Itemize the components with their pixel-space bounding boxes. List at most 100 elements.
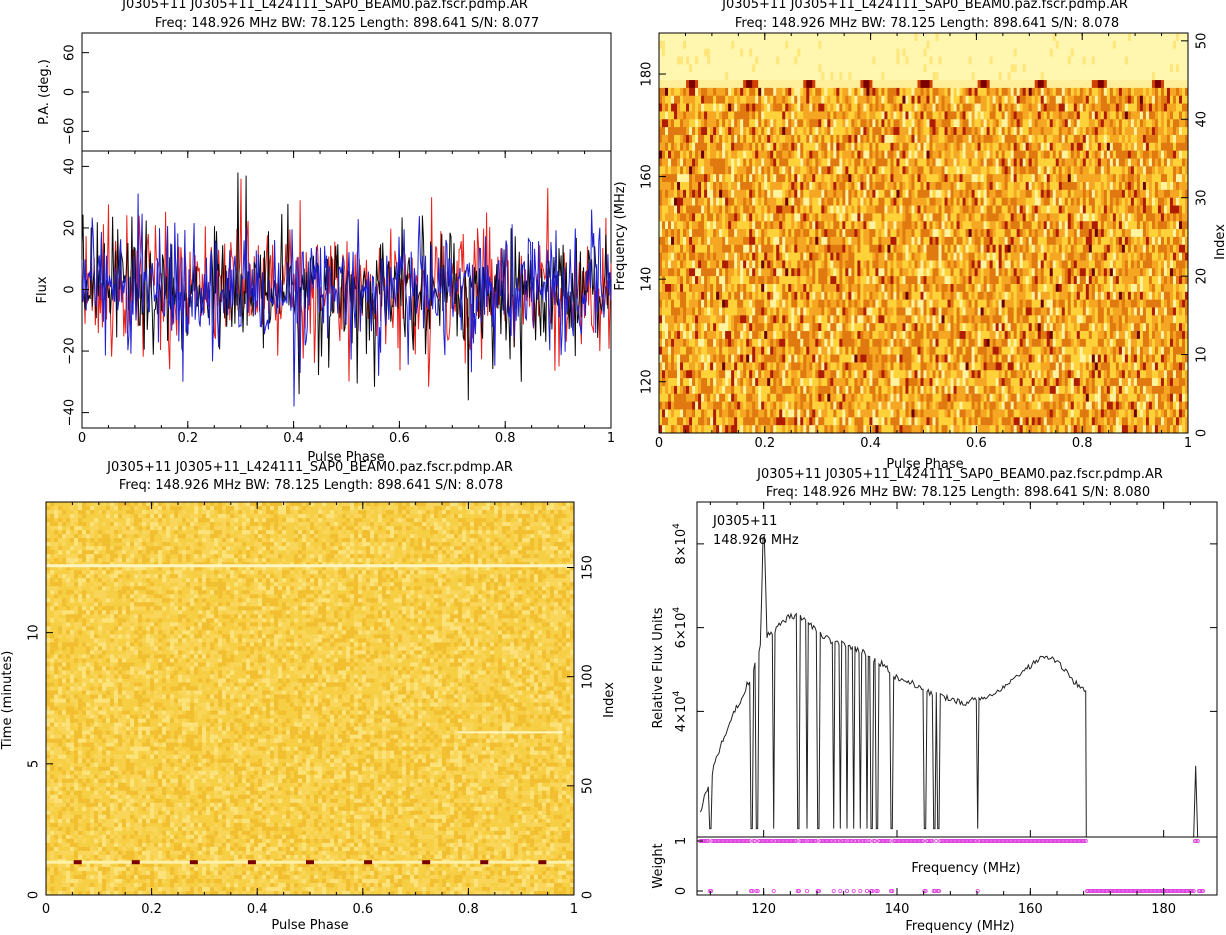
freq-heatmap-cell <box>1028 150 1033 159</box>
freq-heatmap-cell <box>1028 158 1033 167</box>
freq-heatmap-cell <box>1106 72 1111 81</box>
freq-heatmap-cell <box>902 40 906 50</box>
freq-heatmap-cell <box>806 189 810 199</box>
freq-heatmap-cell <box>692 150 696 159</box>
freq-heatmap-cell <box>935 72 939 81</box>
freq-heatmap-cell <box>839 111 843 120</box>
freq-heatmap-cell <box>1121 95 1126 104</box>
freq-heatmap-cell <box>980 244 985 254</box>
freq-heatmap-cell <box>1031 103 1036 112</box>
freq-heatmap-cell <box>1100 64 1105 73</box>
freq-heatmap-cell <box>986 48 991 57</box>
freq-heatmap-cell <box>1157 150 1162 159</box>
freq-heatmap-cell <box>812 95 816 104</box>
freq-heatmap-cell <box>770 244 774 254</box>
freq-heatmap-cell <box>935 127 939 136</box>
freq-heatmap-cell <box>1088 40 1093 50</box>
freq-heatmap-cell <box>1112 150 1117 159</box>
freq-heatmap-cell <box>1019 197 1024 206</box>
freq-heatmap-cell <box>764 127 768 136</box>
freq-heatmap-cell <box>821 56 825 65</box>
freq-heatmap-cell <box>806 158 810 167</box>
freq-heatmap-cell <box>1028 87 1033 97</box>
freq-heatmap-cell <box>752 166 756 175</box>
freq-heatmap-cell <box>689 56 693 65</box>
freq-heatmap-cell <box>704 56 708 65</box>
freq-heatmap-cell <box>1118 48 1123 57</box>
freq-heatmap-cell <box>947 236 951 246</box>
freq-heatmap-cell <box>1172 80 1177 89</box>
freq-heatmap-cell <box>755 33 759 42</box>
freq-heatmap-cell <box>743 158 747 167</box>
freq-heatmap-cell <box>1148 111 1153 120</box>
freq-heatmap-cell <box>665 205 669 214</box>
freq-heatmap-cell <box>788 56 792 65</box>
freq-heatmap-cell <box>887 87 891 97</box>
freq-heatmap-cell <box>1088 189 1093 199</box>
freq-heatmap-cell <box>1019 142 1024 152</box>
freq-heatmap-cell <box>1061 134 1066 144</box>
freq-heatmap-cell <box>899 174 903 183</box>
freq-heatmap-cell <box>1145 182 1150 191</box>
freq-heatmap-cell <box>917 119 921 128</box>
freq-heatmap-cell <box>956 111 960 120</box>
freq-heatmap-cell <box>941 229 945 238</box>
freq-heatmap-cell <box>1004 40 1009 50</box>
freq-heatmap-cell <box>710 87 714 97</box>
freq-heatmap-cell <box>1064 33 1069 42</box>
freq-heatmap-cell <box>1178 166 1183 175</box>
freq-heatmap-cell <box>734 111 738 120</box>
freq-heatmap-cell <box>1034 221 1039 230</box>
freq-heatmap-cell <box>1052 229 1057 238</box>
freq-heatmap-cell <box>881 80 885 89</box>
freq-heatmap-cell <box>1175 197 1180 206</box>
freq-heatmap-cell <box>974 229 979 238</box>
freq-heatmap-cell <box>1082 221 1087 230</box>
freq-heatmap-cell <box>851 134 855 144</box>
freq-heatmap-cell <box>1106 150 1111 159</box>
freq-heatmap-cell <box>938 33 942 42</box>
freq-heatmap-cell <box>713 244 717 254</box>
freq-heatmap-cell <box>938 166 942 175</box>
freq-heatmap-cell <box>842 182 846 191</box>
freq-heatmap-cell <box>686 119 690 128</box>
freq-heatmap-cell <box>1004 87 1009 97</box>
freq-heatmap-cell <box>803 189 807 199</box>
freq-heatmap-cell <box>977 87 982 97</box>
freq-heatmap-cell <box>917 80 921 89</box>
freq-heatmap-cell <box>1046 95 1051 104</box>
freq-heatmap-cell <box>887 134 891 144</box>
freq-heatmap-cell <box>1106 33 1111 42</box>
freq-heatmap-cell <box>902 189 906 199</box>
freq-heatmap-cell <box>743 119 747 128</box>
freq-heatmap-cell <box>1109 229 1114 238</box>
freq-heatmap-cell <box>1175 103 1180 112</box>
freq-heatmap-cell <box>929 134 933 144</box>
freq-heatmap-cell <box>1142 213 1147 222</box>
freq-heatmap-cell <box>1172 56 1177 65</box>
freq-heatmap-cell <box>680 142 684 152</box>
freq-heatmap-cell <box>701 80 705 89</box>
freq-heatmap-cell <box>890 244 894 254</box>
freq-heatmap-cell <box>857 213 861 222</box>
freq-heatmap-cell <box>908 72 912 81</box>
freq-heatmap-cell <box>1007 56 1012 65</box>
freq-heatmap-cell <box>956 103 960 112</box>
freq-heatmap-cell <box>797 244 801 254</box>
freq-heatmap-cell <box>1088 213 1093 222</box>
freq-heatmap-cell <box>1157 127 1162 136</box>
freq-heatmap-cell <box>674 205 678 214</box>
freq-heatmap-cell <box>803 182 807 191</box>
freq-heatmap-cell <box>845 40 849 50</box>
freq-heatmap-cell <box>1148 80 1153 89</box>
freq-heatmap-cell <box>1052 205 1057 214</box>
freq-heatmap-cell <box>692 80 696 89</box>
freq-heatmap-cell <box>782 182 786 191</box>
freq-heatmap-cell <box>689 236 693 246</box>
freq-heatmap-cell <box>896 127 900 136</box>
freq-heatmap-cell <box>977 48 982 57</box>
freq-heatmap-cell <box>737 87 741 97</box>
freq-heatmap-cell <box>761 40 765 50</box>
freq-heatmap-cell <box>788 111 792 120</box>
